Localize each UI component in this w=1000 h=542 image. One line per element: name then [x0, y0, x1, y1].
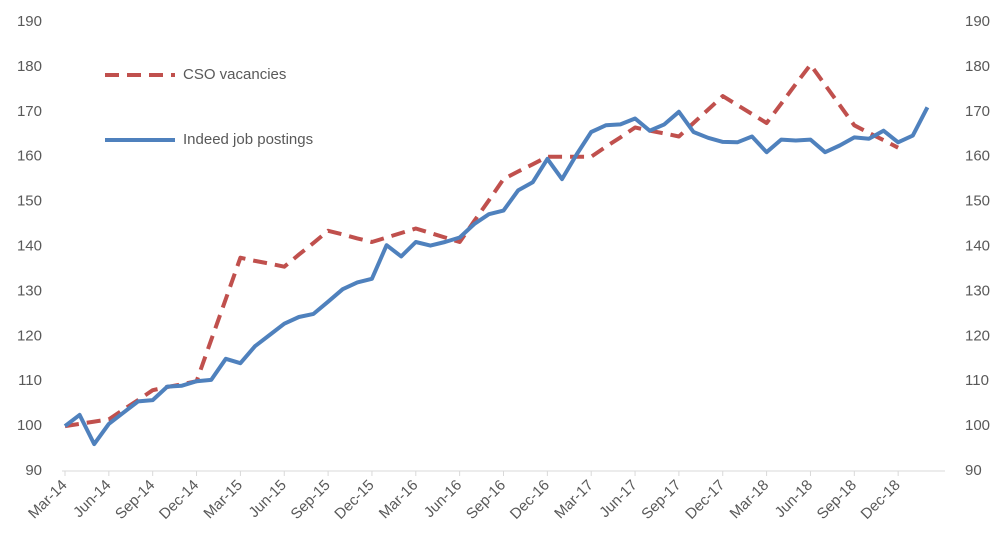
x-tick-label: Dec-14 [156, 477, 202, 523]
y2-tick-label: 130 [965, 282, 990, 299]
y-tick-label: 150 [17, 193, 42, 210]
x-tick-label: Sep-17 [638, 477, 684, 523]
series-line [64, 62, 900, 429]
y-tick-label: 140 [17, 237, 42, 254]
y2-tick-label: 160 [965, 148, 990, 165]
y2-tick-label: 190 [965, 13, 990, 30]
x-tick-label: Mar-14 [25, 477, 71, 523]
x-tick-label: Dec-15 [331, 477, 377, 523]
y2-tick-label: 150 [965, 193, 990, 210]
x-tick-label: Jun-15 [245, 477, 289, 521]
x-tick-label: Jun-16 [421, 477, 465, 521]
legend-label: Indeed job postings [183, 131, 313, 148]
y-tick-label: 180 [17, 58, 42, 75]
legend-label: CSO vacancies [183, 66, 286, 83]
x-tick-label: Jun-18 [772, 477, 816, 521]
y2-tick-label: 110 [965, 372, 989, 389]
y-tick-label: 160 [17, 148, 42, 165]
x-tick-label: Dec-18 [858, 477, 904, 523]
x-tick-label: Dec-16 [507, 477, 553, 523]
y-tick-label: 100 [17, 417, 42, 434]
y-tick-label: 130 [17, 282, 42, 299]
x-tick-label: Mar-17 [551, 477, 597, 523]
y2-tick-label: 100 [965, 417, 990, 434]
x-tick-label: Jun-14 [70, 477, 114, 521]
y2-tick-label: 140 [965, 237, 990, 254]
y2-tick-label: 180 [965, 58, 990, 75]
x-tick-label: Sep-16 [463, 477, 509, 523]
series-line [63, 106, 930, 447]
x-tick-label: Mar-16 [376, 477, 422, 523]
x-tick-label: Dec-17 [682, 477, 728, 523]
y-tick-label: 190 [17, 13, 42, 30]
x-tick-label: Sep-14 [112, 477, 158, 523]
y2-tick-label: 120 [965, 327, 990, 344]
y-tick-label: 90 [25, 462, 42, 479]
y2-tick-label: 90 [965, 462, 982, 479]
x-tick-label: Jun-17 [596, 477, 640, 521]
x-tick-label: Mar-15 [200, 477, 246, 523]
y-tick-label: 120 [17, 327, 42, 344]
x-tick-label: Sep-18 [814, 477, 860, 523]
y-tick-label: 170 [17, 103, 42, 120]
x-tick-label: Sep-15 [288, 477, 334, 523]
y-tick-label: 110 [18, 372, 42, 389]
y2-tick-label: 170 [965, 103, 990, 120]
x-tick-label: Mar-18 [727, 477, 773, 523]
